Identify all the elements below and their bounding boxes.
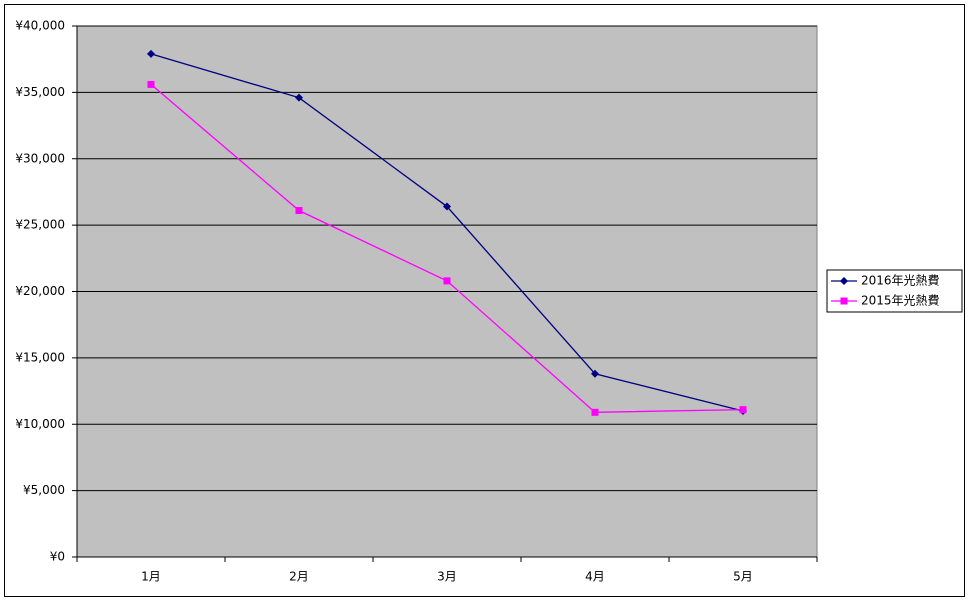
data-point — [443, 202, 451, 211]
data-point — [295, 93, 303, 102]
data-point — [443, 277, 451, 285]
y-tick-label: ¥0 — [50, 550, 65, 564]
x-tick-label: 5月 — [733, 570, 753, 584]
x-tick-label: 2月 — [289, 570, 309, 584]
y-tick-label: ¥15,000 — [15, 350, 65, 364]
legend-label: 2016年光熱費 — [861, 273, 940, 288]
legend-box — [826, 269, 963, 313]
y-tick-label: ¥35,000 — [15, 85, 65, 99]
legend-marker — [840, 277, 848, 285]
y-tick-label: ¥10,000 — [15, 417, 65, 431]
y-tick-label: ¥5,000 — [23, 483, 65, 497]
legend-label: 2015年光熱費 — [861, 293, 940, 308]
y-tick-label: ¥20,000 — [15, 284, 65, 298]
data-point — [147, 49, 155, 58]
y-tick-label: ¥40,000 — [15, 19, 65, 33]
y-tick-label: ¥25,000 — [15, 218, 65, 232]
data-point — [591, 408, 599, 416]
data-point — [591, 369, 599, 378]
legend-marker — [840, 297, 848, 305]
data-point — [739, 406, 747, 414]
y-tick-label: ¥30,000 — [15, 151, 65, 165]
data-point — [295, 207, 303, 215]
data-point — [147, 80, 155, 88]
x-tick-label: 1月 — [141, 570, 161, 584]
x-tick-label: 3月 — [437, 570, 457, 584]
x-tick-label: 4月 — [585, 570, 605, 584]
